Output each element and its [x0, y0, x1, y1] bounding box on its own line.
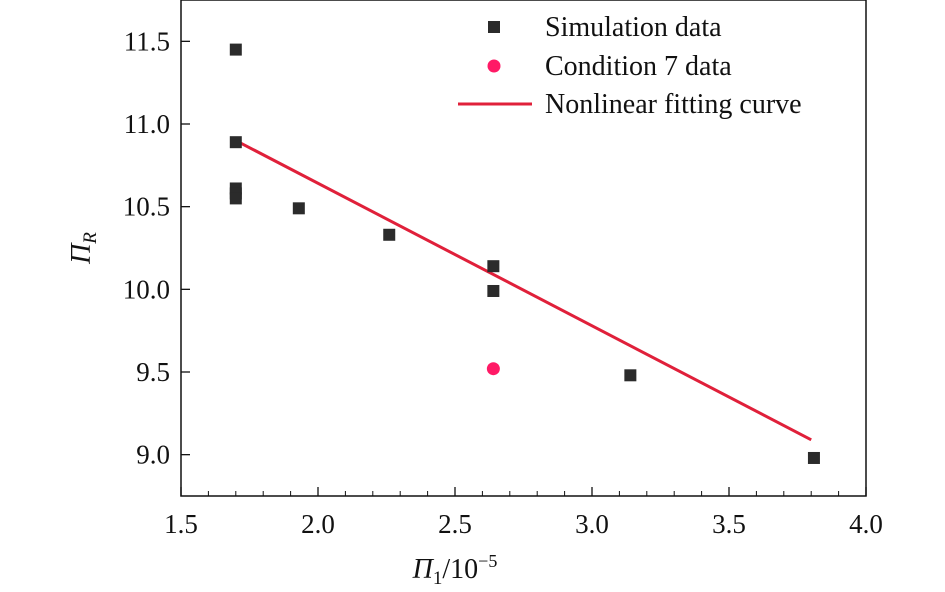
legend-circle-marker — [487, 59, 501, 73]
legend-label: Condition 7 data — [545, 51, 732, 82]
x-tick-label: 2.0 — [301, 509, 335, 539]
simulation-data-point — [229, 192, 242, 205]
y-tick-label: 9.0 — [136, 440, 170, 470]
simulation-data-point — [624, 369, 637, 382]
legend-label: Nonlinear fitting curve — [545, 89, 802, 120]
condition7-data-point — [486, 362, 500, 376]
y-tick-label: 11.0 — [124, 109, 170, 139]
y-tick-label: 10.0 — [123, 274, 170, 304]
simulation-data-point — [292, 202, 305, 215]
x-tick-label: 4.0 — [849, 509, 883, 539]
plot-area — [229, 43, 820, 464]
x-tick-label: 2.5 — [438, 509, 472, 539]
x-tick-label: 3.5 — [712, 509, 746, 539]
simulation-data-point — [487, 284, 500, 297]
simulation-data-point — [229, 136, 242, 149]
y-tick-label: 9.5 — [136, 357, 170, 387]
legend-square-marker — [488, 21, 500, 33]
plot-frame — [180, 0, 867, 497]
axes: 1.5 2.0 2.5 3.0 3.5 4.0 9.0 9.5 10.0 10.5 11.0 11.5… — [66, 0, 883, 589]
y-axis-title: ΠR — [66, 232, 101, 265]
simulation-data-point — [229, 43, 242, 56]
y-tick-label: 11.5 — [124, 26, 170, 56]
y-tick-label: 10.5 — [123, 192, 170, 222]
simulation-data-point — [383, 228, 396, 241]
fit-curve-line — [235, 139, 812, 442]
x-tick-label: 3.0 — [575, 509, 609, 539]
x-axis-title: Π1/10−5 — [412, 551, 498, 589]
simulation-data-point — [487, 260, 500, 273]
legend-label: Simulation data — [545, 12, 722, 43]
legend: Simulation data Condition 7 data Nonlinear… — [458, 12, 802, 120]
x-tick-label: 1.5 — [164, 509, 198, 539]
simulation-data-point — [807, 451, 820, 464]
